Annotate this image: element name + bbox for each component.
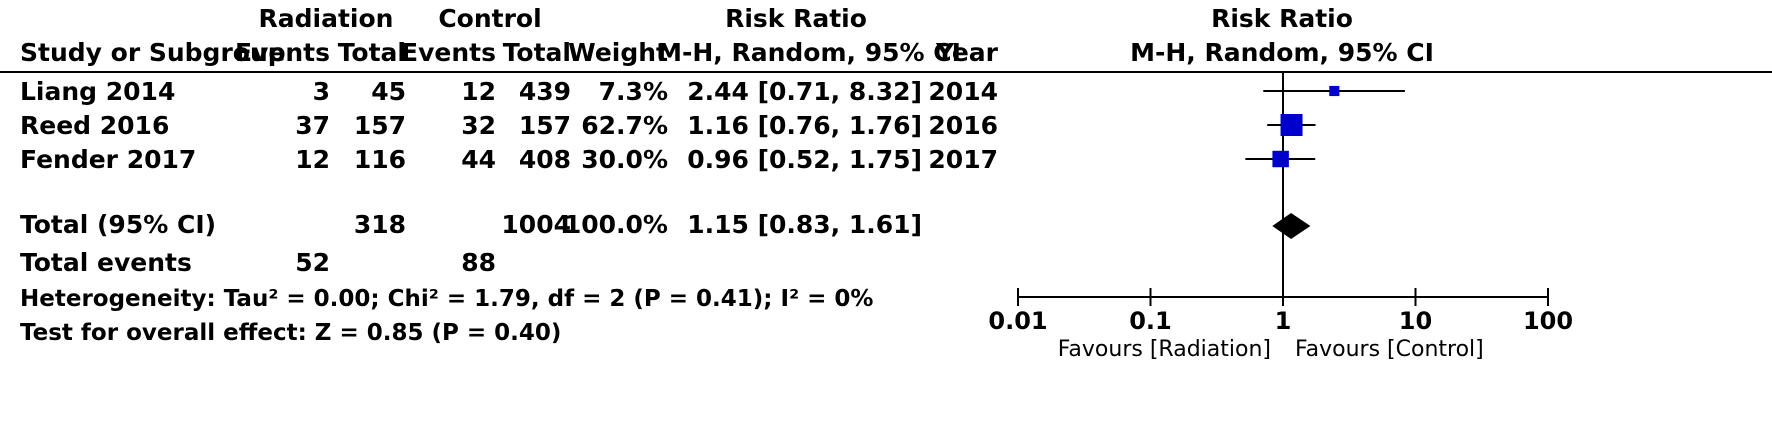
x-tick-label: 100 [1523, 307, 1573, 335]
control-group-header: Control [438, 4, 542, 33]
study-year: 2017 [928, 145, 998, 174]
x-tick-label: 0.1 [1129, 307, 1172, 335]
study-name: Fender 2017 [20, 145, 197, 174]
study-year: 2016 [928, 111, 998, 140]
control-total: 439 [518, 77, 571, 106]
radiation-events: 12 [295, 145, 330, 174]
study-name: Liang 2014 [20, 77, 176, 106]
overall-effect-text: Test for overall effect: Z = 0.85 (P = 0… [20, 320, 562, 346]
radiation-total-sum: 318 [353, 210, 406, 239]
total-ci: 1.15 [0.83, 1.61] [687, 210, 922, 239]
pooled-diamond [1272, 213, 1311, 239]
radiation-events-sum: 52 [295, 248, 330, 277]
control-total-sum: 1004 [501, 210, 571, 239]
radiation-total: 116 [353, 145, 406, 174]
total-weight: 100.0% [563, 210, 668, 239]
study-year: 2014 [928, 77, 998, 106]
radiation-events: 37 [295, 111, 330, 140]
year-header: Year [936, 38, 998, 67]
radiation-total-header: Total [337, 38, 406, 67]
radiation-group-header: Radiation [258, 4, 394, 33]
control-total-header: Total [502, 38, 571, 67]
radiation-events-header: Events [235, 38, 330, 67]
plot-method-header: M-H, Random, 95% CI [1130, 38, 1434, 67]
study-name: Reed 2016 [20, 111, 170, 140]
control-events-header: Events [401, 38, 496, 67]
control-total: 408 [518, 145, 571, 174]
risk-ratio-header: Risk Ratio [725, 4, 867, 33]
ci-method-header: M-H, Random, 95% CI [657, 38, 961, 67]
study-column-header: Study or Subgroup [20, 38, 286, 67]
radiation-total: 157 [353, 111, 406, 140]
study-point [1280, 114, 1303, 136]
study-weight: 7.3% [598, 77, 668, 106]
x-tick-label: 1 [1275, 307, 1292, 335]
weight-header: Weight [568, 38, 668, 67]
study-ci: 0.96 [0.52, 1.75] [687, 145, 922, 174]
plot-title: Risk Ratio [1211, 4, 1353, 33]
study-point [1272, 150, 1289, 168]
favours-right-label: Favours [Control] [1295, 337, 1484, 362]
study-ci: 1.16 [0.76, 1.76] [687, 111, 922, 140]
total-label: Total (95% CI) [20, 210, 217, 239]
radiation-total: 45 [371, 77, 406, 106]
control-events: 12 [461, 77, 496, 106]
total-events-label: Total events [20, 248, 192, 277]
radiation-events: 3 [312, 77, 330, 106]
study-weight: 30.0% [581, 145, 668, 174]
heterogeneity-text: Heterogeneity: Tau² = 0.00; Chi² = 1.79,… [20, 286, 874, 312]
control-total: 157 [518, 111, 571, 140]
control-events-sum: 88 [461, 248, 496, 277]
study-ci: 2.44 [0.71, 8.32] [687, 77, 922, 106]
study-weight: 62.7% [581, 111, 668, 140]
study-point [1329, 85, 1340, 97]
x-tick-label: 0.01 [988, 307, 1047, 335]
favours-left-label: Favours [Radiation] [1058, 337, 1271, 362]
header-divider [0, 71, 1772, 73]
control-events: 44 [461, 145, 496, 174]
x-tick-label: 10 [1399, 307, 1432, 335]
control-events: 32 [461, 111, 496, 140]
